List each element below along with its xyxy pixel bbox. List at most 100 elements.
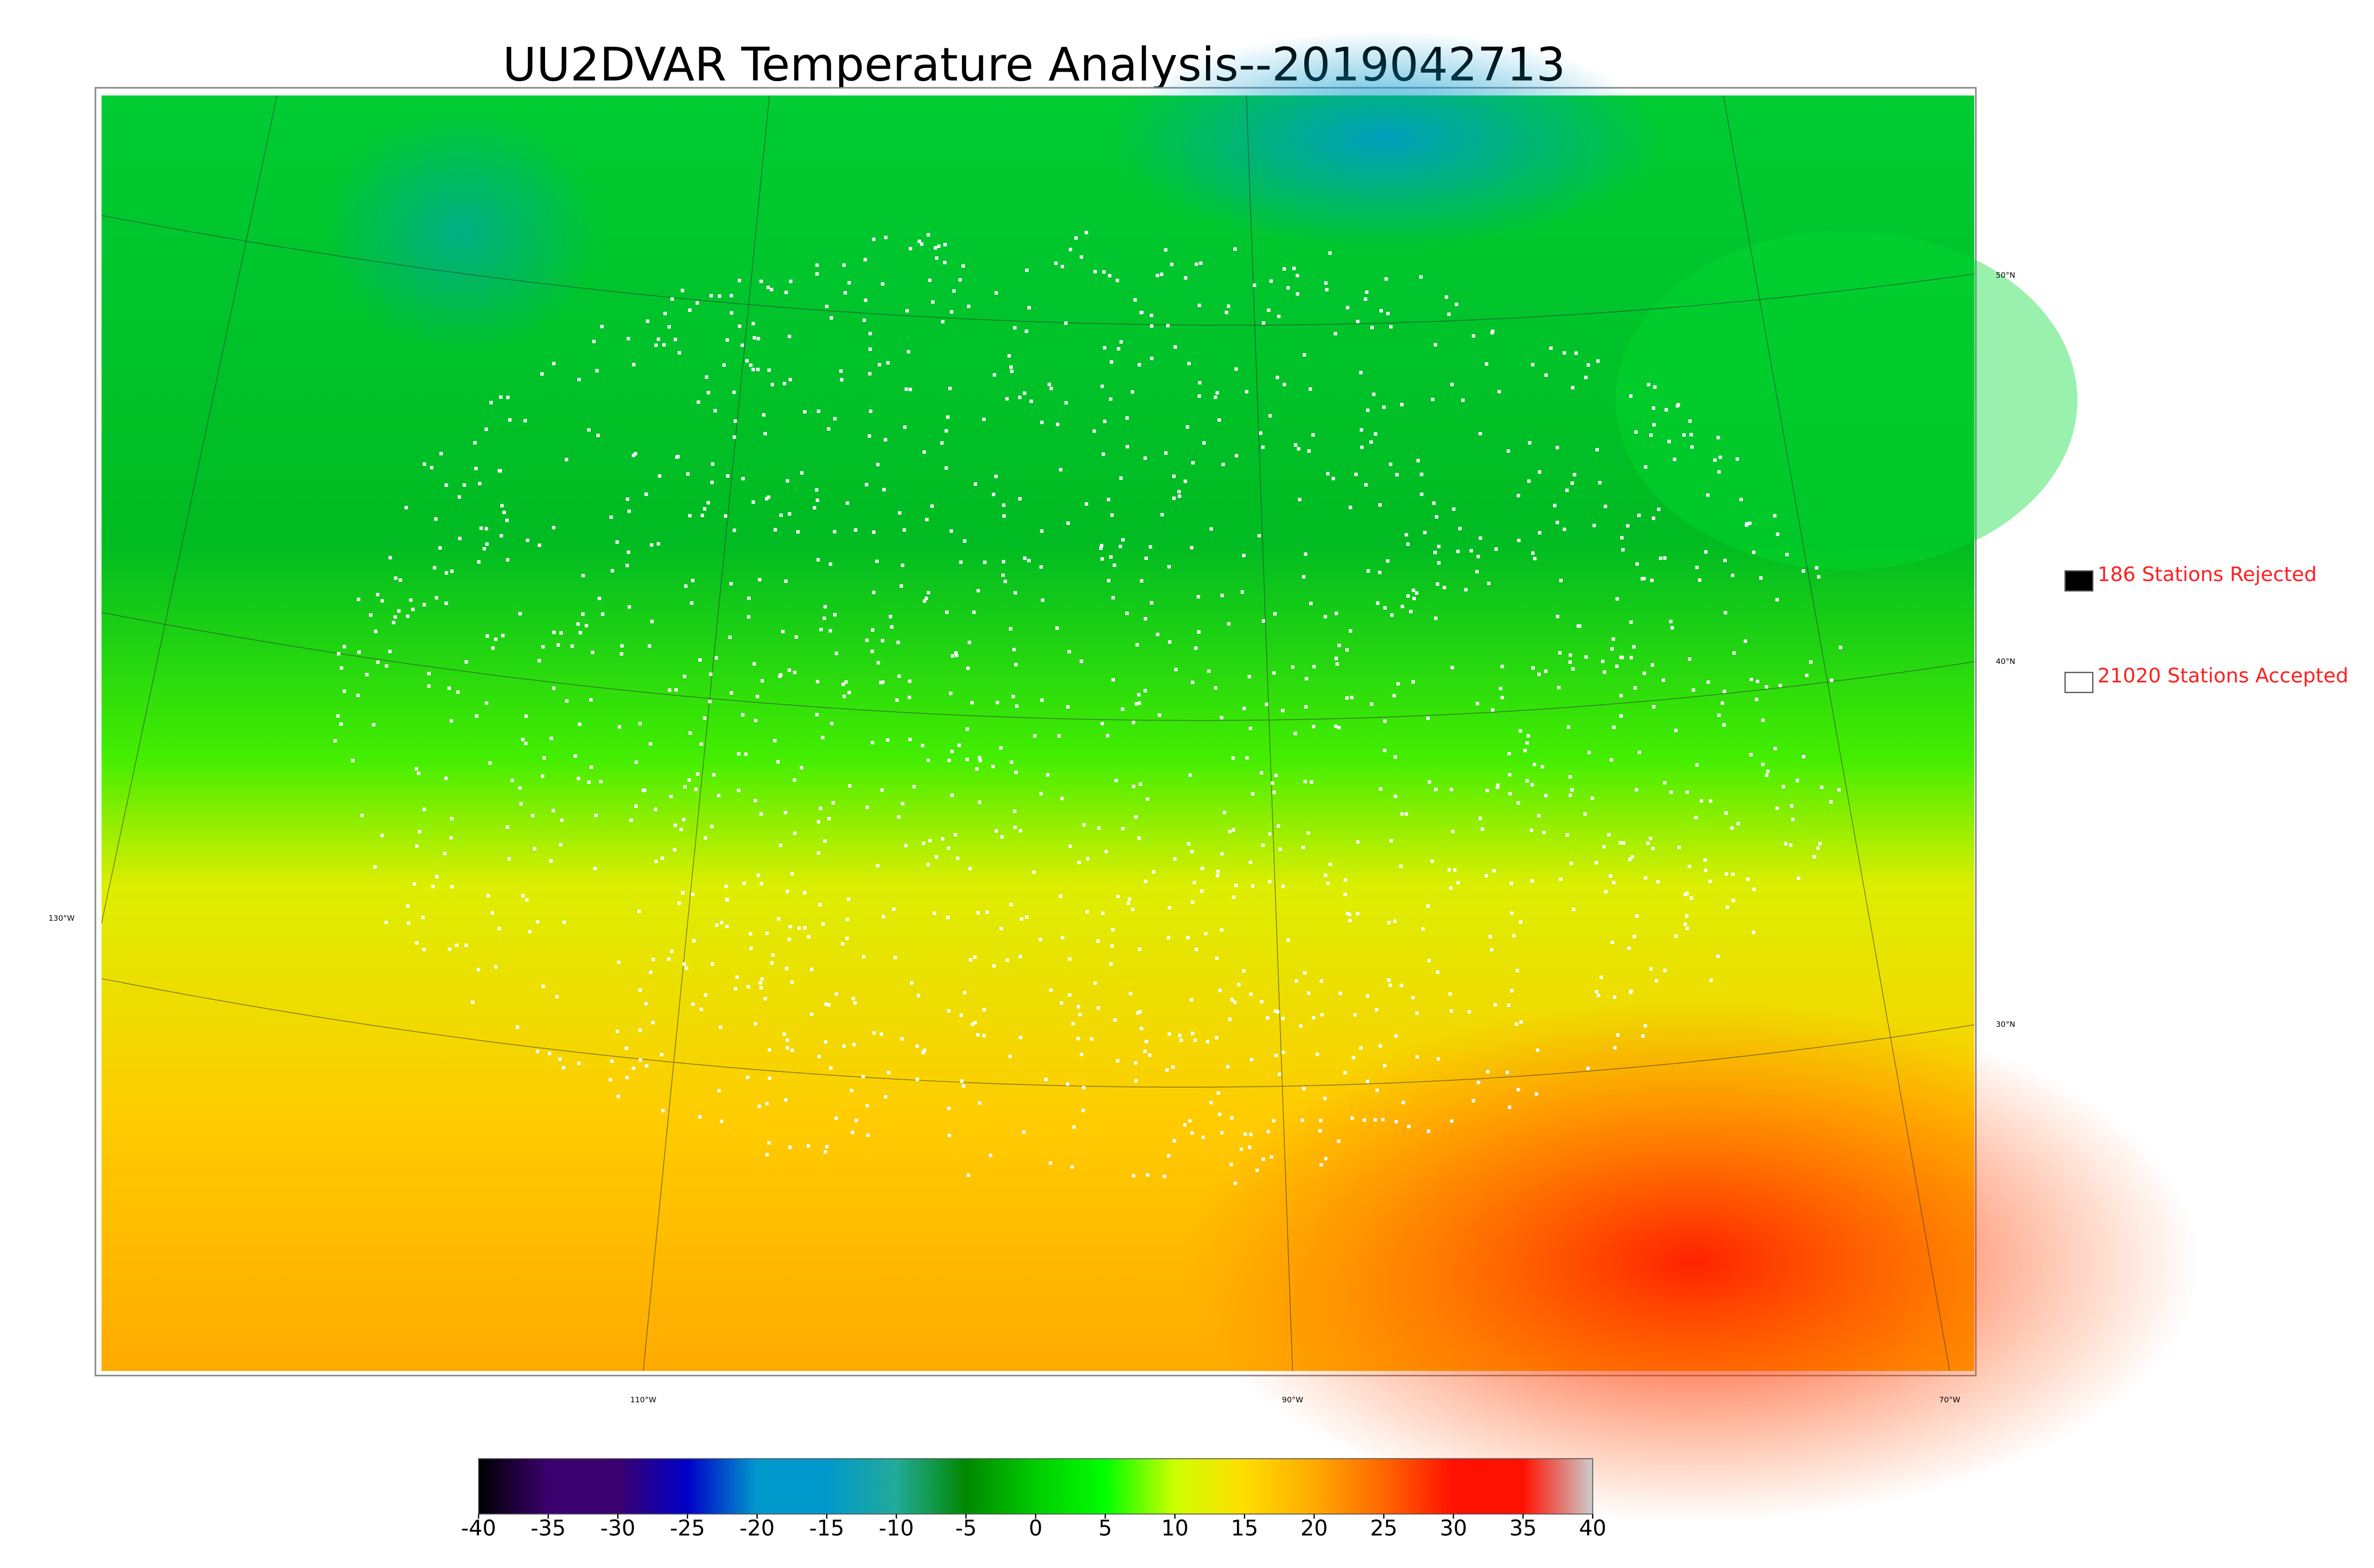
station-dot (521, 738, 525, 742)
station-dot (433, 566, 436, 570)
station-dot (624, 1046, 628, 1050)
station-dot (1530, 828, 1534, 832)
station-dot (1542, 830, 1546, 835)
station-dot (1516, 969, 1519, 973)
station-dot (1174, 667, 1178, 671)
station-dot (1109, 962, 1113, 966)
station-dot (1239, 1147, 1243, 1151)
station-dot (1309, 387, 1312, 391)
map (101, 31, 2201, 1523)
station-dot (1682, 433, 1686, 437)
station-dot (510, 779, 514, 782)
station-dot (1484, 874, 1488, 878)
station-dot (1709, 978, 1713, 982)
station-dot (1326, 472, 1330, 476)
station-dot (992, 493, 996, 497)
station-dot (1324, 1157, 1328, 1161)
station-dot (486, 894, 490, 898)
station-dot (1555, 446, 1559, 450)
station-dot (1370, 702, 1374, 706)
station-dot (1510, 911, 1514, 915)
station-dot (771, 383, 774, 386)
station-dot (947, 1107, 951, 1110)
station-dot (1081, 1108, 1085, 1112)
station-dot (1234, 1182, 1237, 1185)
station-dot (1143, 689, 1147, 693)
station-dot (926, 863, 930, 866)
station-dot (823, 839, 827, 843)
station-dot (1309, 601, 1313, 605)
station-dot (1359, 428, 1363, 432)
station-dot (1586, 1067, 1590, 1070)
station-dot (827, 427, 830, 431)
station-dot (1754, 697, 1759, 701)
station-dot (1071, 1022, 1075, 1025)
station-dot (644, 492, 648, 496)
station-dot (876, 864, 880, 868)
station-dot (1259, 431, 1262, 435)
station-dot (1736, 822, 1740, 826)
station-dot (1619, 694, 1623, 697)
station-dot (479, 526, 483, 530)
station-dot (1497, 390, 1501, 394)
station-dot (985, 910, 989, 914)
station-dot (1014, 663, 1018, 667)
station-dot (1791, 817, 1795, 821)
station-dot (444, 571, 448, 575)
station-dot (817, 409, 820, 413)
station-dot (1018, 497, 1022, 501)
station-dot (841, 942, 845, 946)
station-dot (1173, 857, 1177, 861)
colorbar-tick-label: -30 (600, 1515, 635, 1540)
station-dot (1119, 545, 1122, 548)
station-dot (1510, 989, 1514, 993)
station-dot (1386, 559, 1390, 563)
station-dot (1292, 266, 1296, 270)
station-dot (915, 1077, 919, 1081)
lon-label: 130°W (48, 914, 75, 923)
station-dot (970, 1023, 974, 1026)
station-dot (1359, 1046, 1363, 1050)
station-dot (1338, 991, 1342, 995)
station-dot (489, 401, 493, 404)
station-dot (444, 776, 448, 780)
station-dot (477, 967, 480, 972)
station-dot (978, 1101, 981, 1105)
station-dot (779, 844, 782, 847)
station-dot (654, 343, 658, 347)
station-dot (1226, 304, 1231, 308)
station-dot (1383, 719, 1387, 723)
station-dot (494, 965, 498, 969)
station-dot (1273, 1009, 1277, 1013)
station-dot (422, 948, 426, 951)
station-dot (560, 818, 564, 822)
station-dot (1718, 455, 1722, 459)
station-dot (925, 517, 929, 522)
station-dot (1732, 651, 1736, 655)
station-dot (867, 434, 871, 438)
station-dot (1400, 812, 1404, 816)
station-dot (1278, 847, 1282, 851)
station-dot (1778, 684, 1782, 687)
colorbar-tick-label: 5 (1098, 1515, 1112, 1540)
station-dot (462, 483, 466, 487)
station-dot (965, 727, 969, 731)
station-dot (1281, 1016, 1285, 1021)
station-dot (1773, 747, 1777, 751)
station-dot (661, 1109, 665, 1113)
station-dot (1663, 968, 1667, 973)
station-dot (1452, 507, 1456, 511)
station-dot (1394, 1120, 1398, 1124)
station-dot (1047, 383, 1051, 386)
station-dot (1274, 1053, 1278, 1057)
station-dot (1651, 846, 1655, 850)
station-dot (1447, 312, 1451, 316)
station-dot (1114, 779, 1118, 782)
station-dot (336, 714, 340, 718)
station-dot (406, 614, 410, 618)
station-dot (688, 731, 692, 735)
station-dot (819, 628, 823, 631)
station-dot (773, 739, 777, 742)
station-dot (1076, 1037, 1080, 1041)
station-dot (1148, 1053, 1152, 1057)
